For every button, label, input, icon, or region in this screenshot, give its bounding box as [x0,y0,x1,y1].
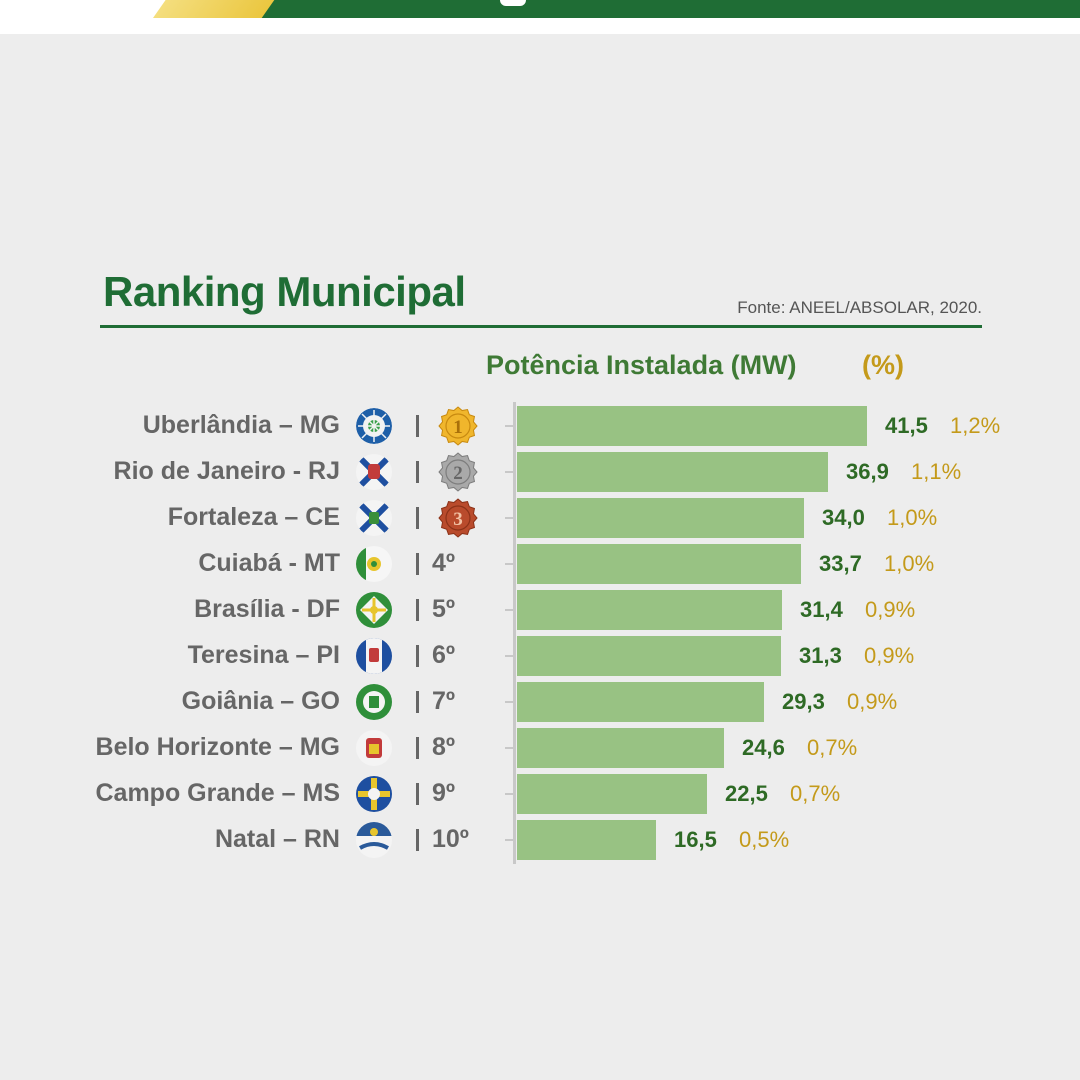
value-label: 31,4 [800,597,843,622]
percent-label: 0,9% [847,689,898,714]
value-label: 36,9 [846,459,889,484]
percent-label: 0,7% [790,781,841,806]
axis-tick [505,655,515,657]
percent-label: 1,0% [884,551,935,576]
rank-label: 4º [432,549,456,577]
natal-flag-icon [356,822,392,858]
percent-label: 1,0% [887,505,938,530]
axis-tick [505,701,515,703]
city-label: Brasília - DF [194,595,340,623]
top-brand-band [0,0,1080,34]
chart-subtitle-percent: (%) [862,350,904,380]
bar-9 [517,774,707,814]
city-label: Goiânia – GO [181,687,340,715]
rank-label: 10º [432,825,469,853]
brasilia-flag-icon [356,592,392,628]
top-green-stripe [280,0,1080,18]
city-label: Rio de Janeiro - RJ [113,457,340,485]
rank-label: 8º [432,733,456,761]
value-label: 24,6 [742,735,785,760]
source-note: Fonte: ANEEL/ABSOLAR, 2020. [737,298,982,317]
rank-separator [416,553,419,575]
value-label: 29,3 [782,689,825,714]
rio-de-janeiro-flag-icon [356,454,392,490]
axis-tick [505,517,515,519]
bar-10 [517,820,656,860]
city-label: Campo Grande – MS [95,779,341,807]
medal-rank-number: 1 [453,417,463,438]
axis-tick [505,793,515,795]
bar-4 [517,544,801,584]
medal-rank-number: 2 [453,463,463,484]
bar-7 [517,682,764,722]
page-title: Ranking Municipal [103,268,466,315]
title-underline [100,325,982,328]
city-label: Belo Horizonte – MG [95,733,340,761]
percent-label: 0,9% [864,643,915,668]
rank-separator [416,461,419,483]
bar-5 [517,590,782,630]
value-label: 16,5 [674,827,717,852]
rank-separator [416,783,419,805]
teresina-flag-icon [356,638,392,674]
rank-separator [416,829,419,851]
goiania-flag-icon [356,684,392,720]
value-label: 41,5 [885,413,928,438]
axis-tick [505,563,515,565]
axis-tick [505,471,515,473]
campo-grande-flag-icon [356,776,392,812]
percent-label: 0,7% [807,735,858,760]
rank-label: 9º [432,779,456,807]
bar-8 [517,728,724,768]
value-label: 22,5 [725,781,768,806]
city-label: Natal – RN [214,825,340,853]
rank-label: 5º [432,595,456,623]
rank-separator [416,645,419,667]
rank-label: 6º [432,641,456,669]
bar-2 [517,452,828,492]
city-label: Cuiabá - MT [198,549,340,577]
city-label: Teresina – PI [187,641,340,669]
percent-label: 0,5% [739,827,790,852]
rank-separator [416,691,419,713]
value-label: 33,7 [819,551,862,576]
bar-3 [517,498,804,538]
value-label: 31,3 [799,643,842,668]
rank-separator [416,599,419,621]
rank-label: 7º [432,687,456,715]
axis-tick [505,425,515,427]
value-label: 34,0 [822,505,865,530]
city-label: Fortaleza – CE [167,503,340,531]
bar-1 [517,406,867,446]
cuiaba-flag-icon [356,546,392,582]
bar-6 [517,636,781,676]
fortaleza-flag-icon [356,500,392,536]
axis-tick [505,747,515,749]
rank-separator [416,737,419,759]
top-logo-dot [500,0,526,6]
silver-medal-icon: 2 [438,452,478,492]
percent-label: 0,9% [865,597,916,622]
bronze-medal-icon: 3 [438,498,478,538]
percent-label: 1,2% [950,413,1001,438]
chart-axis [513,402,516,864]
rank-separator [416,507,419,529]
axis-tick [505,839,515,841]
medal-rank-number: 3 [453,509,463,530]
axis-tick [505,609,515,611]
belo-horizonte-flag-icon [356,730,392,766]
uberlandia-flag-icon [356,408,392,444]
rank-separator [416,415,419,437]
chart-subtitle-mw: Potência Instalada (MW) [486,350,797,380]
percent-label: 1,1% [911,459,962,484]
gold-medal-icon: 1 [438,406,478,446]
city-label: Uberlândia – MG [142,411,340,439]
